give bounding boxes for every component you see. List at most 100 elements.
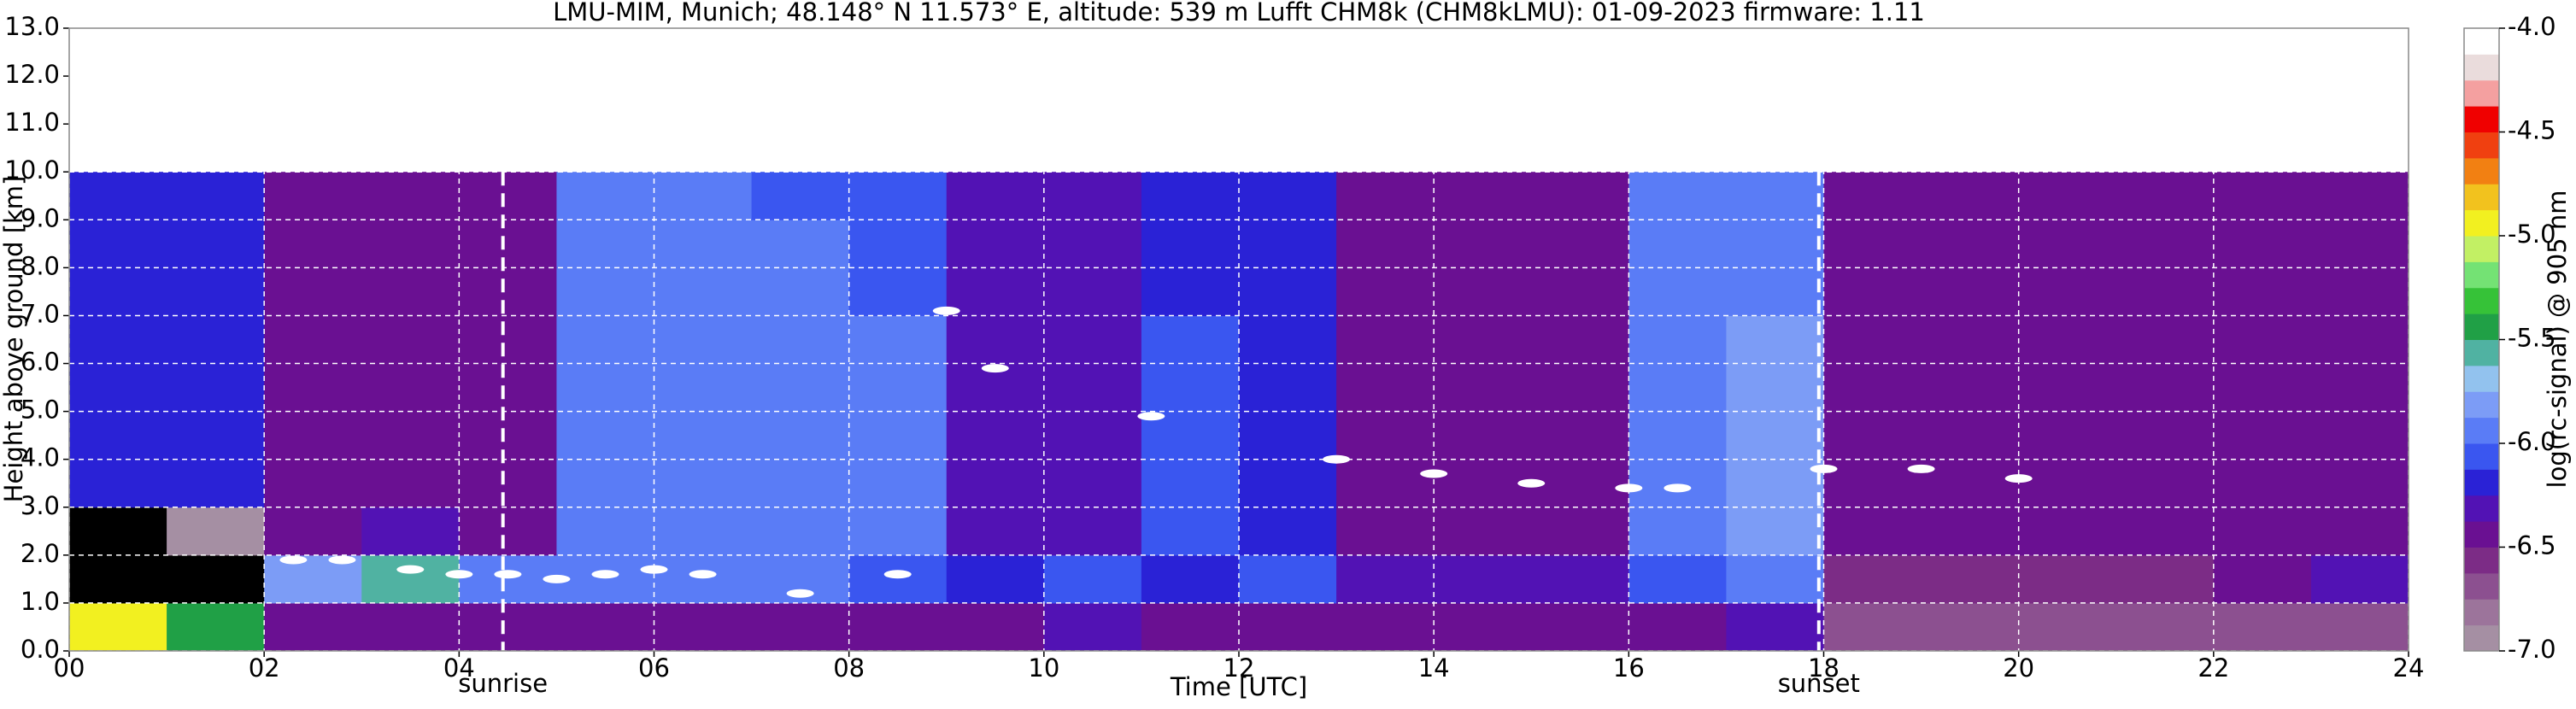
heat-cell [1239, 172, 1337, 220]
heat-cell [1921, 267, 2020, 316]
heat-cell [2310, 315, 2409, 365]
heat-cell [1531, 411, 1629, 460]
heat-cell [459, 459, 557, 508]
heat-cell [1531, 267, 1629, 316]
colorbar-step [2464, 79, 2499, 107]
y-tick-label: 1.0 [21, 587, 60, 616]
y-axis-label: Height above ground [km] [0, 176, 28, 503]
heat-cell [2018, 411, 2117, 460]
heat-cell [1434, 363, 1532, 413]
heat-cell [2115, 602, 2215, 652]
cloud-point [1137, 412, 1165, 421]
heat-cell [1531, 315, 1629, 365]
heat-cell [751, 220, 850, 268]
heat-cell [654, 315, 753, 365]
colorbar-step [2464, 391, 2499, 419]
heat-cell [2310, 411, 2409, 460]
heat-cell [167, 363, 265, 413]
heat-cell [2115, 172, 2215, 220]
heat-cell [654, 507, 753, 556]
heat-cell [2310, 602, 2409, 652]
heat-cell [2018, 363, 2117, 413]
heat-cell [1043, 554, 1142, 604]
heat-cell [2213, 315, 2312, 365]
heat-cell [1043, 172, 1142, 220]
heat-cell [946, 267, 1045, 316]
heat-cell [2213, 459, 2312, 508]
heat-cell [1336, 220, 1435, 268]
heat-cell [2213, 411, 2312, 460]
y-tick-label: 0.0 [21, 635, 60, 664]
heat-cell [1823, 172, 1922, 220]
heat-cell [1726, 411, 1824, 460]
heat-cell [167, 172, 265, 220]
colorbar-step [2464, 624, 2499, 652]
heat-cell [1921, 220, 2020, 268]
y-tick-label: 8.0 [21, 251, 60, 280]
heat-cell [1726, 602, 1824, 652]
heat-cell [556, 411, 654, 460]
heat-cell [946, 172, 1045, 220]
heat-cell [361, 459, 460, 508]
heat-cell [1336, 267, 1435, 316]
heat-cell [751, 411, 850, 460]
heat-cell [167, 315, 265, 365]
heat-cell [1531, 459, 1629, 508]
heat-cell [264, 602, 362, 652]
heat-cell [2018, 220, 2117, 268]
heat-cell [264, 363, 362, 413]
heat-cell [654, 602, 753, 652]
heat-cell [69, 315, 167, 365]
heat-cell [2115, 315, 2215, 365]
colorbar-step [2464, 54, 2499, 81]
heat-cell [459, 554, 557, 604]
heat-cell [361, 507, 460, 556]
heat-cell [2115, 363, 2215, 413]
colorbar-step [2464, 521, 2499, 548]
colorbar-tick-label: -6.5 [2508, 531, 2556, 560]
colorbar-step [2464, 365, 2499, 392]
heat-cell [556, 363, 654, 413]
heat-cell [264, 459, 362, 508]
heat-cell [2310, 459, 2409, 508]
heat-cell [1434, 554, 1532, 604]
heat-cell [2018, 267, 2117, 316]
heat-cell [1921, 172, 2020, 220]
heat-cell [946, 554, 1045, 604]
heat-cell [167, 411, 265, 460]
heat-cell [2310, 363, 2409, 413]
heat-cell [751, 507, 850, 556]
heat-cell [654, 554, 753, 604]
heat-cell [1043, 315, 1142, 365]
x-tick-label: 24 [2393, 653, 2425, 683]
heat-cell [654, 172, 753, 220]
heat-cell [2018, 459, 2117, 508]
heat-cell [751, 363, 850, 413]
heat-cell [1141, 363, 1240, 413]
heat-cell [1823, 411, 1922, 460]
heat-cell [1141, 459, 1240, 508]
heat-cell [1726, 315, 1824, 365]
heat-cell [361, 602, 460, 652]
cloud-point [396, 565, 425, 574]
heat-cell [459, 315, 557, 365]
heat-cell [2018, 507, 2117, 556]
heat-cell [1628, 554, 1727, 604]
heat-cell [459, 267, 557, 316]
heat-cell [1336, 411, 1435, 460]
colorbar-step [2464, 287, 2499, 314]
heat-cell [361, 554, 460, 604]
heat-cell [1239, 602, 1337, 652]
heat-cell [264, 507, 362, 556]
heat-cell [167, 602, 265, 652]
x-tick-label: 06 [638, 653, 670, 683]
heat-cell [1336, 602, 1435, 652]
heat-cell [2310, 267, 2409, 316]
colorbar-step [2464, 184, 2499, 211]
heat-cell [654, 411, 753, 460]
heat-cell [1336, 554, 1435, 604]
heat-cell [361, 220, 460, 268]
heat-cell [167, 507, 265, 556]
y-tick-label: 6.0 [21, 348, 60, 377]
y-tick-label: 3.0 [21, 491, 60, 520]
